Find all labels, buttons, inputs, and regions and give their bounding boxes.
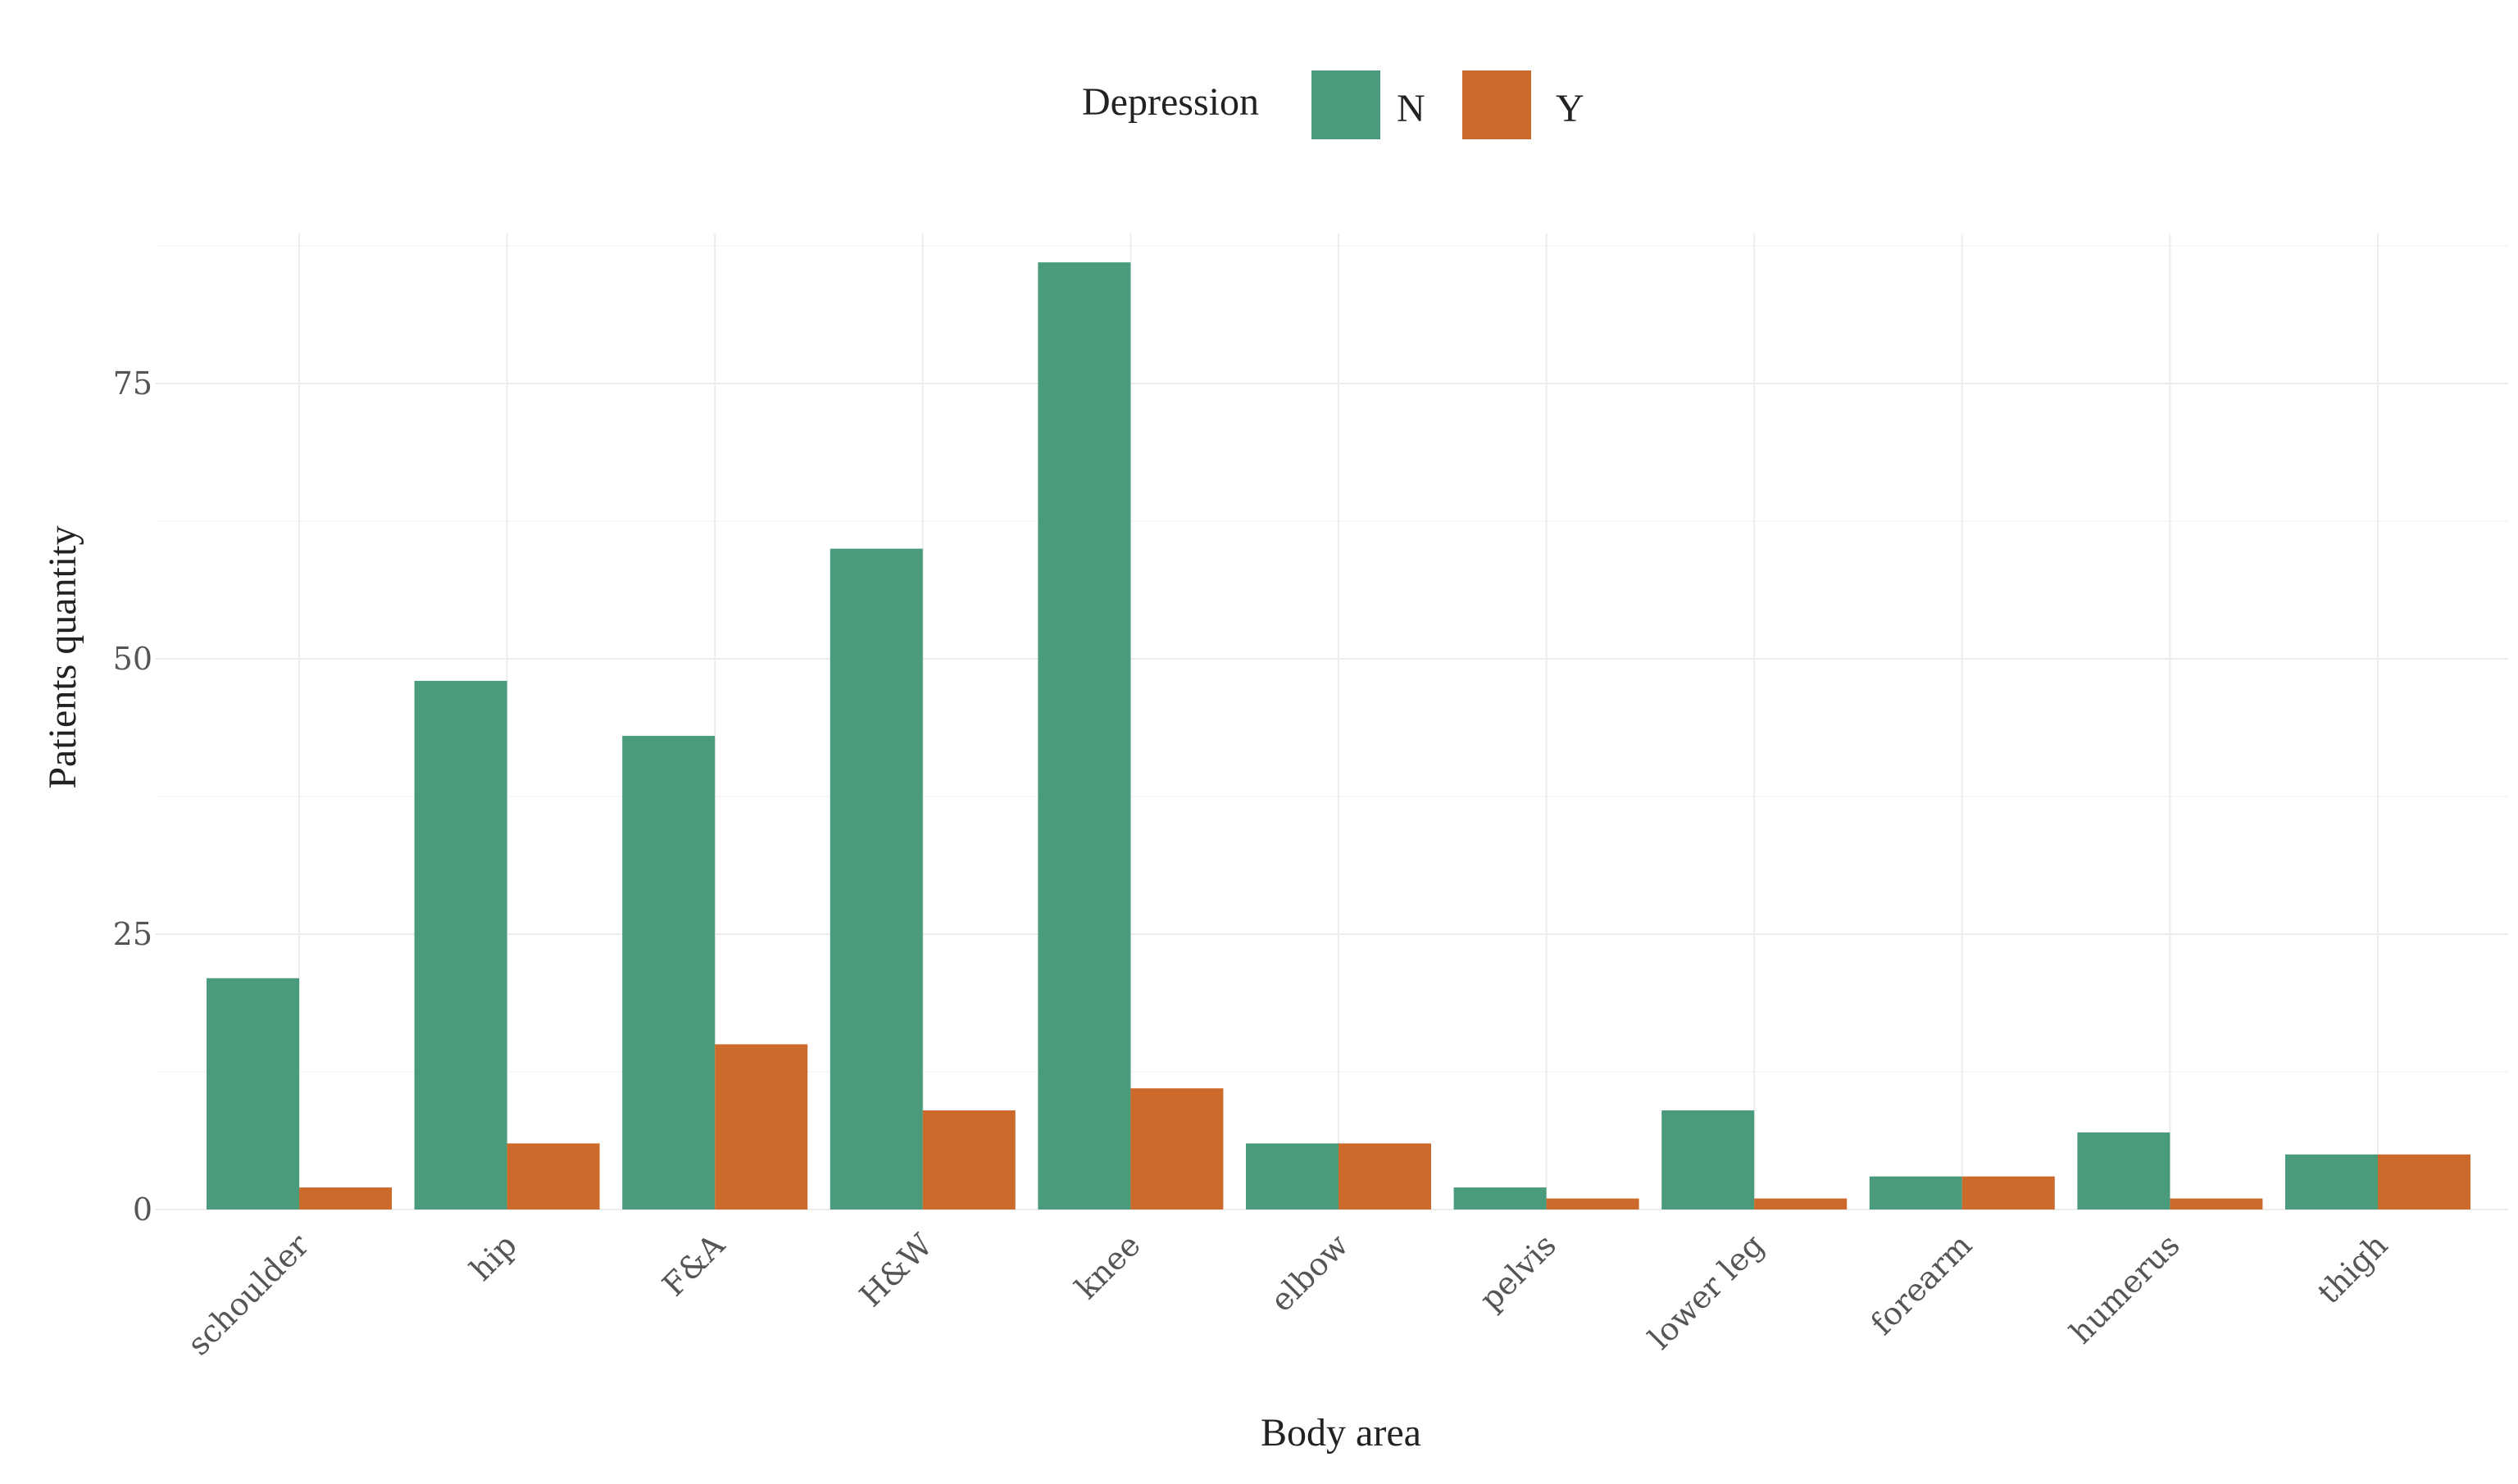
bar-N-h-w <box>829 548 923 1209</box>
legend-label-n: N <box>1397 87 1425 130</box>
x-tick-label: elbow <box>1263 1227 1355 1318</box>
bar-N-schoulder <box>207 978 299 1209</box>
x-tick-label: humerus <box>2063 1227 2187 1350</box>
x-tick-label: hip <box>463 1227 524 1287</box>
bar-N-humerus <box>2077 1132 2170 1209</box>
bars-layer <box>207 262 2470 1209</box>
bar-Y-forearm <box>1961 1176 2055 1209</box>
legend-label-y: Y <box>1556 87 1584 130</box>
x-tick-label: knee <box>1068 1227 1148 1306</box>
bar-Y-h-w <box>922 1110 1016 1209</box>
bar-N-lower-leg <box>1661 1110 1755 1209</box>
x-tick-label: schoulder <box>180 1227 316 1363</box>
bar-N-forearm <box>1869 1176 1962 1209</box>
x-tick-label: lower leg <box>1642 1227 1771 1356</box>
legend-title: Depression <box>1082 80 1259 124</box>
y-axis-title: Patients quantity <box>41 525 84 788</box>
x-axis-ticks: schoulder hip F&A H&W knee elbow pelvis lower l… <box>180 1227 2394 1363</box>
bar-Y-thigh <box>2378 1154 2470 1209</box>
bar-N-f-a <box>622 736 716 1209</box>
bar-N-elbow <box>1246 1143 1339 1209</box>
bar-N-knee <box>1038 262 1131 1209</box>
bar-Y-f-a <box>715 1044 808 1209</box>
bar-N-thigh <box>2285 1154 2378 1209</box>
y-tick-label: 25 <box>113 916 152 952</box>
x-tick-label: forearm <box>1864 1227 1979 1341</box>
y-axis-ticks: 0 25 50 75 <box>113 365 152 1228</box>
y-tick-label: 0 <box>133 1191 152 1228</box>
bar-Y-hip <box>507 1143 600 1209</box>
legend: Depression N Y <box>1082 70 1584 139</box>
legend-swatch-y <box>1462 70 1531 139</box>
bar-N-pelvis <box>1453 1187 1547 1209</box>
x-tick-label: pelvis <box>1473 1227 1563 1317</box>
x-tick-label: thigh <box>2311 1227 2394 1310</box>
x-axis-title: Body area <box>1261 1411 1421 1455</box>
bar-Y-elbow <box>1339 1143 1431 1209</box>
bar-Y-knee <box>1130 1088 1224 1209</box>
bar-Y-schoulder <box>299 1187 392 1209</box>
x-tick-label: H&W <box>852 1227 939 1314</box>
x-tick-label: F&A <box>655 1227 731 1303</box>
bar-Y-pelvis <box>1546 1198 1639 1209</box>
bar-Y-humerus <box>2170 1198 2263 1209</box>
y-tick-label: 75 <box>113 365 152 402</box>
grid-lines <box>156 234 2508 1210</box>
bar-N-hip <box>414 680 507 1209</box>
legend-swatch-n <box>1311 70 1380 139</box>
y-tick-label: 50 <box>113 641 152 677</box>
bar-Y-lower-leg <box>1754 1198 1848 1209</box>
